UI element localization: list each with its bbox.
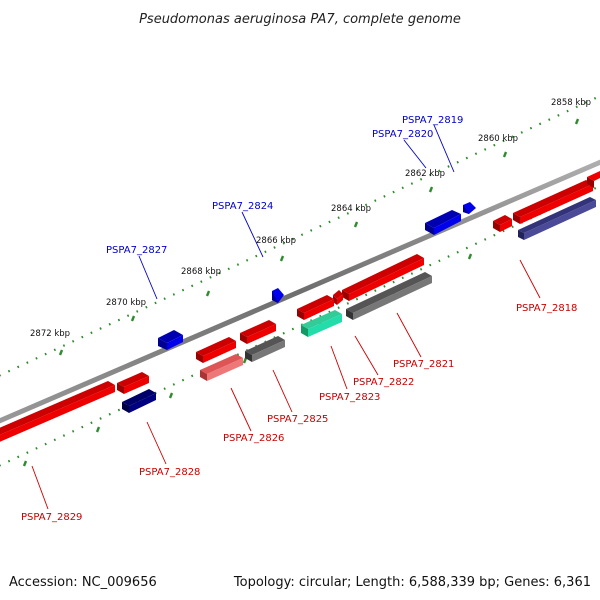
gene-pspa7-2820[interactable] [425,210,461,235]
forward-tick-track [0,95,600,377]
gene-label-pspa7-2824[interactable]: PSPA7_2824 [212,201,273,212]
tick-label-2870: 2870 kbp [106,298,146,308]
gene-pspa7-2827[interactable] [158,330,183,350]
gene-pspa7-2824[interactable] [272,288,284,303]
gene-label-pspa7-2820[interactable]: PSPA7_2820 [372,129,433,140]
gene-labels-reverse: PSPA7_2818 PSPA7_2821 PSPA7_2822 PSPA7_2… [21,303,577,523]
label-connectors-forward [138,124,455,300]
gene-label-pspa7-2827[interactable]: PSPA7_2827 [106,245,167,256]
gene-pspa7-2821[interactable] [342,254,424,301]
major-ticks-upper [58,118,580,356]
gene-label-pspa7-2826[interactable]: PSPA7_2826 [223,433,284,444]
gene-label-pspa7-2828[interactable]: PSPA7_2828 [139,467,200,478]
forward-genes [158,202,476,350]
gene-label-pspa7-2823[interactable]: PSPA7_2823 [319,392,380,403]
gene-red-2817-a[interactable] [513,180,593,224]
gene-red-2817-b[interactable] [587,171,600,188]
genome-backbone [0,159,600,424]
gene-pspa7-2825[interactable] [240,320,276,344]
tick-label-2862: 2862 kbp [405,169,445,179]
gene-label-pspa7-2829[interactable]: PSPA7_2829 [21,512,82,523]
gene-label-pspa7-2818[interactable]: PSPA7_2818 [516,303,577,314]
label-connectors-reverse [31,259,541,510]
tick-label-2868: 2868 kbp [181,267,221,277]
map-title: Pseudomonas aeruginosa PA7, complete gen… [139,12,461,27]
gene-label-pspa7-2822[interactable]: PSPA7_2822 [353,377,414,388]
gene-pspa7-2822[interactable] [333,290,343,305]
gene-pspa7-2823[interactable] [297,295,334,320]
gene-slate-2817[interactable] [518,197,596,240]
gene-pspa7-2828-navy[interactable] [122,389,156,413]
gene-labels-forward: PSPA7_2819 PSPA7_2820 PSPA7_2824 PSPA7_2… [106,115,463,256]
gene-label-pspa7-2819[interactable]: PSPA7_2819 [402,115,463,126]
gene-pspa7-2829[interactable] [0,381,115,443]
gene-pspa7-2818[interactable] [493,215,512,232]
gene-label-pspa7-2825[interactable]: PSPA7_2825 [267,414,328,425]
gene-label-pspa7-2821[interactable]: PSPA7_2821 [393,359,454,370]
gene-pspa7-2826-pink[interactable] [200,354,243,381]
tick-label-2864: 2864 kbp [331,204,371,214]
tick-label-2866: 2866 kbp [256,236,296,246]
tick-label-2858: 2858 kbp [551,98,591,108]
gene-pspa7-2825-gray[interactable] [245,336,285,362]
accession-text: Accession: NC_009656 [9,575,157,590]
gene-pspa7-2821-gray[interactable] [346,272,432,320]
tick-label-2860: 2860 kbp [478,134,518,144]
gene-pspa7-2828[interactable] [117,372,149,394]
gene-pspa7-2819[interactable] [463,202,476,214]
reverse-tick-track [0,185,600,467]
gene-pspa7-2823-teal[interactable] [301,310,342,337]
gene-pspa7-2826[interactable] [196,337,236,363]
reverse-genes [0,171,600,443]
tick-label-2872: 2872 kbp [30,329,70,339]
genome-summary-text: Topology: circular; Length: 6,588,339 bp… [233,575,591,590]
